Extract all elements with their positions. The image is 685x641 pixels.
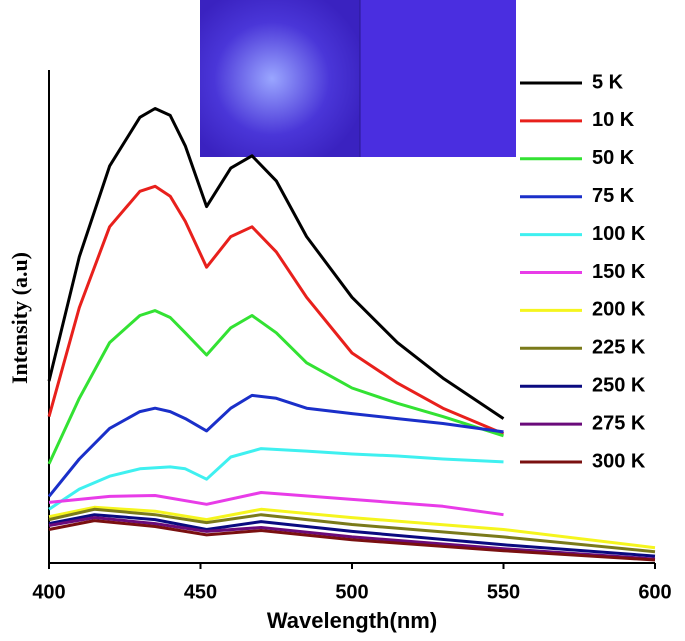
series-line (48, 513, 656, 558)
series-line (47, 184, 505, 436)
series-line (48, 491, 504, 517)
x-tick-label: 450 (184, 581, 217, 603)
legend-label: 225 K (592, 337, 646, 359)
legend-label: 150 K (592, 261, 646, 283)
legend-label: 10 K (592, 109, 635, 131)
x-axis-label: Wavelength(nm) (267, 608, 437, 633)
legend-label: 5 K (592, 71, 624, 93)
series-line (47, 309, 504, 465)
series-line (48, 516, 656, 561)
x-tick-label: 500 (335, 581, 368, 603)
x-tick-label: 400 (32, 581, 65, 603)
series-line (47, 393, 504, 498)
legend-label: 100 K (592, 223, 646, 245)
legend-label: 50 K (592, 147, 635, 169)
series-line (47, 107, 505, 420)
x-tick-label: 600 (638, 581, 671, 603)
legend-label: 250 K (592, 374, 646, 396)
inset-photo (200, 0, 516, 157)
series-line (48, 519, 656, 562)
y-axis-label: Intensity (a.u) (7, 252, 32, 384)
series-line (48, 447, 504, 511)
legend-label: 275 K (592, 412, 646, 434)
series-line (48, 507, 656, 554)
legend-label: 75 K (592, 185, 635, 207)
x-tick-label: 550 (487, 581, 520, 603)
legend-label: 300 K (592, 450, 646, 472)
legend-label: 200 K (592, 299, 646, 321)
series-line (48, 505, 656, 550)
